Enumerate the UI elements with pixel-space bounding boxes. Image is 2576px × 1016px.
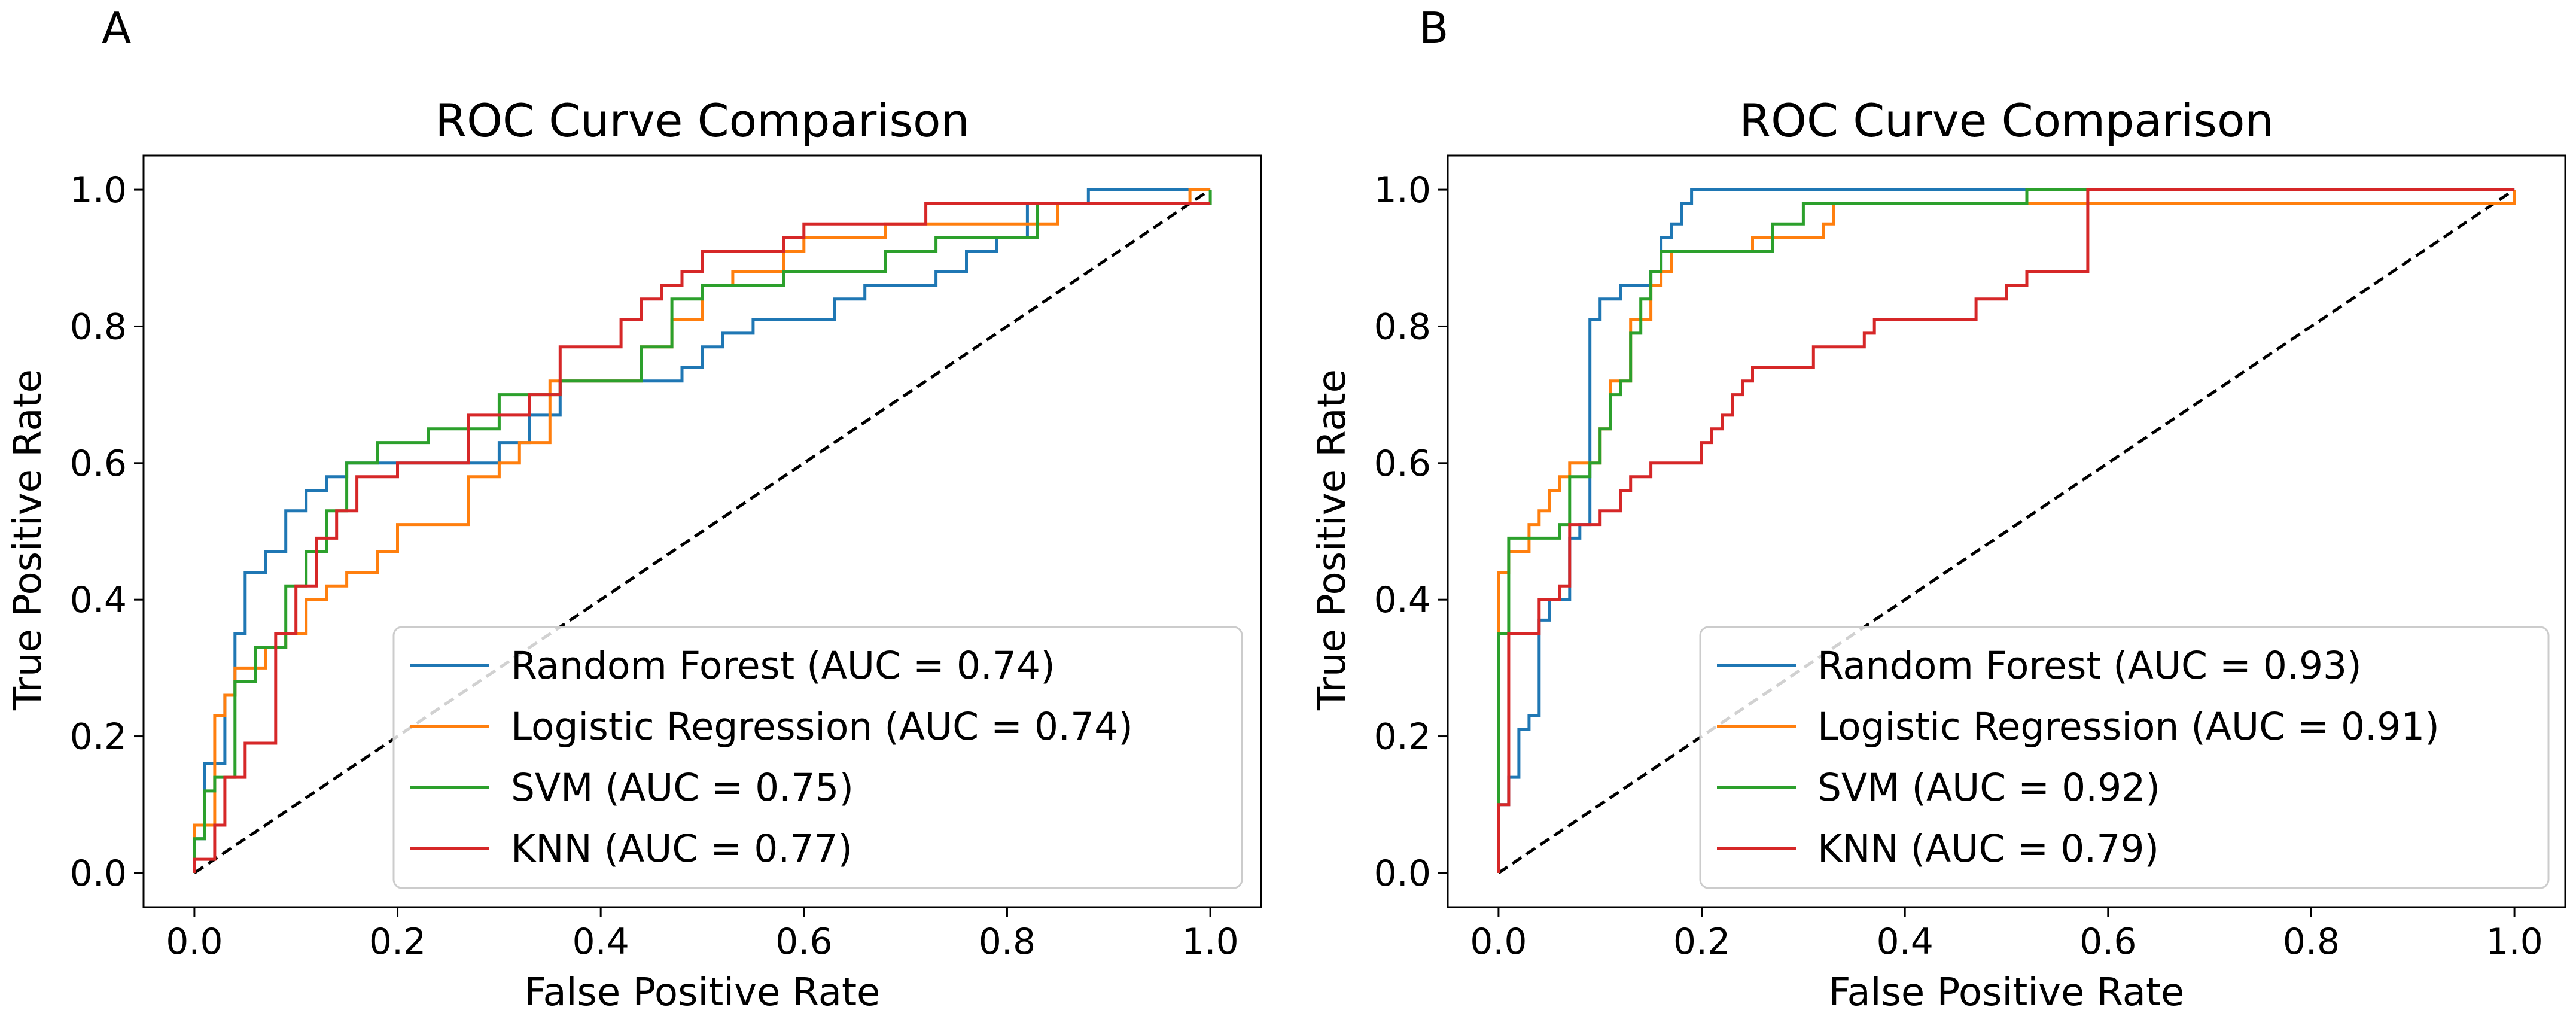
legend-entry-3: KNN (AUC = 0.77) <box>511 827 852 871</box>
y-tick-label: 1.0 <box>1374 169 1431 211</box>
series-line-3 <box>193 202 1211 873</box>
x-tick-label: 0.2 <box>1673 921 1730 963</box>
series-line-2 <box>1497 188 2515 873</box>
x-axis-label-b: False Positive Rate <box>1829 971 2185 1015</box>
legend-entry-1: Logistic Regression (AUC = 0.74) <box>511 705 1133 749</box>
legend-b: Random Forest (AUC = 0.93) Logistic Regre… <box>1699 626 2550 889</box>
series-line-2 <box>193 190 1212 873</box>
x-tick-label: 0.8 <box>979 921 1036 963</box>
legend-entry-1: Logistic Regression (AUC = 0.91) <box>1817 705 2440 749</box>
x-tick-label: 0.4 <box>572 921 629 963</box>
legend-a: Random Forest (AUC = 0.74) Logistic Regre… <box>392 626 1243 889</box>
x-tick-label: 0.2 <box>369 921 426 963</box>
legend-box-a <box>392 626 1243 889</box>
y-tick-label: 0.2 <box>70 716 127 758</box>
y-tick-label: 0.2 <box>1374 716 1431 758</box>
plot-area-a <box>193 188 1212 874</box>
legend-entry-2: SVM (AUC = 0.92) <box>1817 766 2160 810</box>
y-tick-label: 0.8 <box>1374 306 1431 348</box>
y-tick-label: 0.4 <box>1374 579 1431 621</box>
x-tick-label: 0.8 <box>2283 921 2340 963</box>
x-tick-label: 1.0 <box>2486 921 2542 963</box>
panel-b: B ROC Curve Comparison False Positive Ra… <box>1310 3 2566 1015</box>
panel-label-a: A <box>102 3 131 53</box>
series-line-1 <box>193 188 1211 873</box>
series-line-3 <box>1497 188 2515 873</box>
y-tick-label: 0.4 <box>70 579 127 621</box>
x-axis-label-a: False Positive Rate <box>525 971 881 1015</box>
series-line-1 <box>1497 190 2516 873</box>
reference-diagonal-line <box>1497 188 2516 874</box>
x-tick-label: 0.4 <box>1876 921 1933 963</box>
legend-entry-0: Random Forest (AUC = 0.74) <box>511 644 1055 688</box>
x-tick-label: 0.0 <box>166 921 223 963</box>
panel-a: A ROC Curve Comparison False Positive Ra… <box>6 3 1262 1015</box>
legend-entry-3: KNN (AUC = 0.79) <box>1817 827 2159 871</box>
y-tick-label: 0.6 <box>70 443 127 485</box>
legend-box-b <box>1699 626 2550 889</box>
chart-title-a: ROC Curve Comparison <box>435 94 969 147</box>
x-tick-label: 0.6 <box>775 921 832 963</box>
legend-entry-0: Random Forest (AUC = 0.93) <box>1817 644 2362 688</box>
reference-diagonal-line <box>193 188 1211 874</box>
y-axis-label-a: True Positive Rate <box>6 369 50 711</box>
y-tick-label: 0.0 <box>70 853 127 895</box>
x-tick-label: 0.6 <box>2079 921 2136 963</box>
plot-area-b <box>1497 188 2516 874</box>
chart-title-b: ROC Curve Comparison <box>1739 94 2273 147</box>
panel-label-b: B <box>1419 3 1448 53</box>
y-tick-label: 0.6 <box>1374 443 1431 485</box>
x-tick-label: 1.0 <box>1182 921 1238 963</box>
legend-entry-2: SVM (AUC = 0.75) <box>511 766 854 810</box>
ticks-b: 0.0 0.2 0.4 0.6 0.8 1.0 0.0 0.2 0.4 0.6 0.8 1.0 <box>1374 169 2543 963</box>
axes-frame-a <box>142 154 1262 908</box>
y-tick-label: 1.0 <box>70 169 127 211</box>
x-tick-label: 0.0 <box>1470 921 1527 963</box>
y-tick-label: 0.8 <box>70 306 127 348</box>
y-axis-label-b: True Positive Rate <box>1310 369 1354 711</box>
axes-frame-b <box>1447 154 2566 908</box>
y-tick-label: 0.0 <box>1374 853 1431 895</box>
ticks-a: 0.0 0.2 0.4 0.6 0.8 1.0 0.0 0.2 0.4 0.6 0.8 1.0 <box>70 169 1239 963</box>
series-line-0 <box>193 188 1211 873</box>
